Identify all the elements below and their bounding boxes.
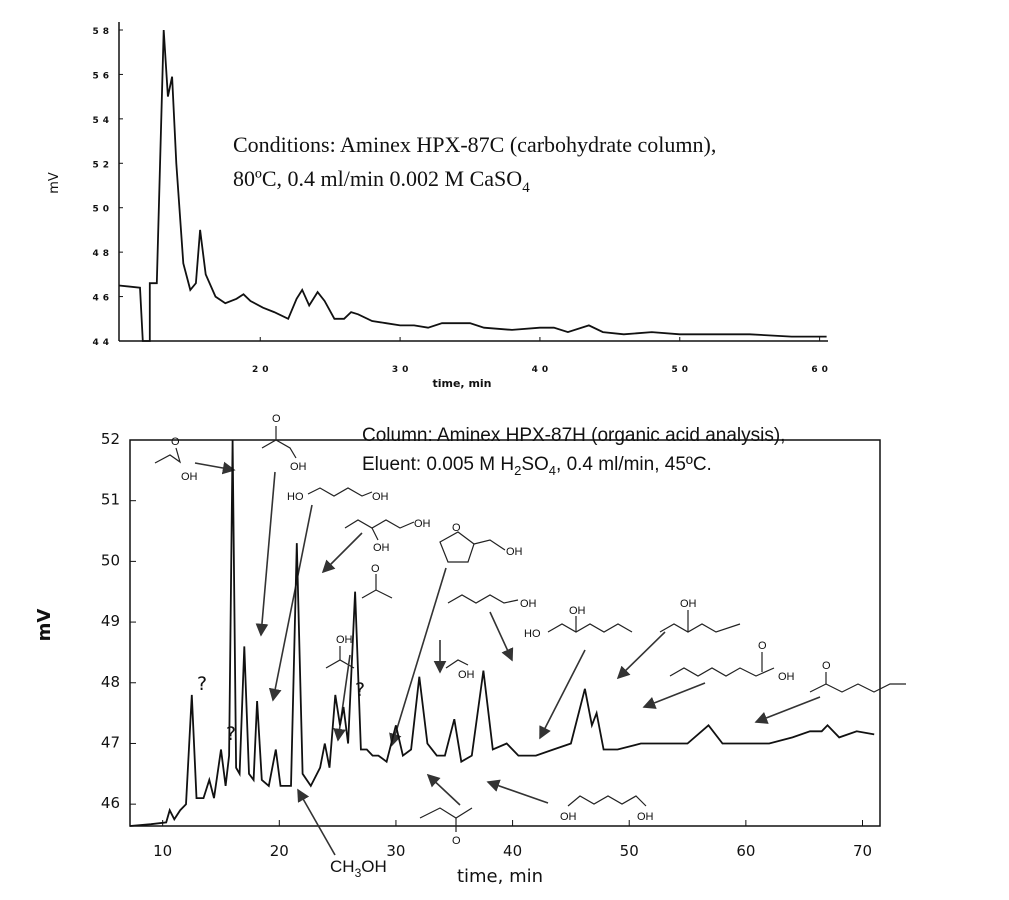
- structure: [447, 594, 519, 604]
- structure: [445, 659, 469, 669]
- structure: [473, 539, 506, 551]
- structure: [439, 531, 475, 563]
- arrow: [389, 567, 447, 747]
- structure-label: O: [171, 436, 180, 448]
- structure: [307, 487, 373, 497]
- annotation: Column: Aminex HPX-87H (organic acid ana…: [362, 425, 785, 446]
- arrow: [333, 654, 351, 742]
- annotation: ?: [226, 723, 236, 745]
- structure-label: O: [758, 640, 767, 652]
- y-tick-label: 48: [101, 673, 120, 691]
- y-tick-label: 44: [92, 338, 113, 348]
- y-tick-label: 52: [101, 430, 120, 448]
- structure-label: OH: [414, 518, 431, 530]
- arrow: [642, 682, 706, 709]
- structure-label: OH: [336, 634, 353, 646]
- structure-label: OH: [680, 598, 697, 610]
- structure: [344, 519, 415, 529]
- annotation: CH3OH: [330, 857, 387, 880]
- structure: [361, 589, 393, 599]
- structure: [567, 795, 647, 807]
- y-axis-label: mV: [34, 609, 55, 642]
- structure: [659, 623, 741, 633]
- structure-label: O: [452, 835, 461, 847]
- arrow: [489, 611, 514, 662]
- structure-label: OH: [290, 461, 307, 473]
- y-axis-label: mV: [47, 172, 62, 194]
- structure: [371, 527, 379, 541]
- structure-label: OH: [373, 542, 390, 554]
- arrow: [426, 773, 461, 806]
- structure: [154, 447, 182, 464]
- y-tick-label: 54: [92, 116, 113, 126]
- y-tick-label: 49: [101, 612, 120, 630]
- structure-labels: O OH O OH HO OH OH OH O OH OH O OH OH OH…: [171, 413, 831, 847]
- annotation: Eluent: 0.005 M H2SO4, 0.4 ml/min, 45ºC.: [362, 454, 712, 478]
- structure-label: HO: [524, 628, 541, 640]
- x-tick-label: 60: [736, 842, 755, 860]
- x-tick-label: 10: [153, 842, 172, 860]
- structure-label: OH: [458, 669, 475, 681]
- arrow: [194, 461, 236, 475]
- arrow: [321, 532, 363, 574]
- structure: [261, 439, 297, 459]
- structure-label: O: [371, 563, 380, 575]
- line-series: [129, 439, 875, 827]
- structure: [419, 807, 473, 819]
- y-tick-label: 48: [92, 249, 113, 259]
- structure-label: HO: [287, 491, 304, 503]
- x-tick-label: 30: [392, 365, 413, 375]
- annotation: ?: [355, 679, 365, 701]
- x-tick-label: 70: [853, 842, 872, 860]
- structure: [809, 683, 906, 693]
- y-tick-label: 50: [92, 205, 113, 215]
- annotation: Conditions: Aminex HPX-87C (carbohydrate…: [233, 132, 716, 157]
- x-tick-label: 50: [620, 842, 639, 860]
- structure-label: O: [272, 413, 281, 425]
- line-series: [118, 29, 827, 342]
- annotation: 80ºC, 0.4 ml/min 0.002 M CaSO4: [233, 166, 530, 196]
- arrows: [194, 461, 821, 856]
- plot-frame: [129, 439, 881, 827]
- structure: [669, 667, 775, 677]
- structure-label: OH: [372, 491, 389, 503]
- arrow: [754, 696, 821, 724]
- arrow: [297, 788, 336, 856]
- x-tick-label: 40: [532, 365, 553, 375]
- x-tick-label: 20: [252, 365, 273, 375]
- structure-label: OH: [506, 546, 523, 558]
- y-tick-label: 50: [101, 551, 120, 569]
- annotation: ?: [197, 673, 207, 695]
- arrow: [255, 471, 276, 637]
- structure-label: OH: [569, 605, 586, 617]
- structure-label: OH: [637, 811, 654, 823]
- structure-label: OH: [181, 471, 198, 483]
- y-tick-label: 52: [92, 160, 113, 170]
- y-tick-label: 47: [101, 733, 120, 751]
- structure-label: O: [452, 522, 461, 534]
- x-tick-label: 30: [386, 842, 405, 860]
- structure-label: O: [822, 660, 831, 672]
- arrow: [486, 779, 549, 804]
- y-tick-label: 58: [92, 27, 113, 37]
- structure-label: OH: [520, 598, 537, 610]
- y-tick-label: 56: [92, 71, 113, 81]
- x-tick-label: 60: [811, 365, 832, 375]
- x-axis-label: time, min: [432, 377, 491, 390]
- y-tick-label: 51: [101, 491, 120, 509]
- arrow: [616, 631, 666, 680]
- arrow: [268, 504, 313, 702]
- x-tick-label: 40: [503, 842, 522, 860]
- x-tick-label: 20: [270, 842, 289, 860]
- structure: [547, 623, 633, 633]
- y-tick-label: 46: [92, 294, 113, 304]
- structure-label: OH: [778, 671, 795, 683]
- y-tick-label: 46: [101, 794, 120, 812]
- structure-label: OH: [560, 811, 577, 823]
- arrow: [539, 649, 586, 740]
- x-axis-label: time, min: [457, 866, 543, 887]
- x-tick-label: 50: [672, 365, 693, 375]
